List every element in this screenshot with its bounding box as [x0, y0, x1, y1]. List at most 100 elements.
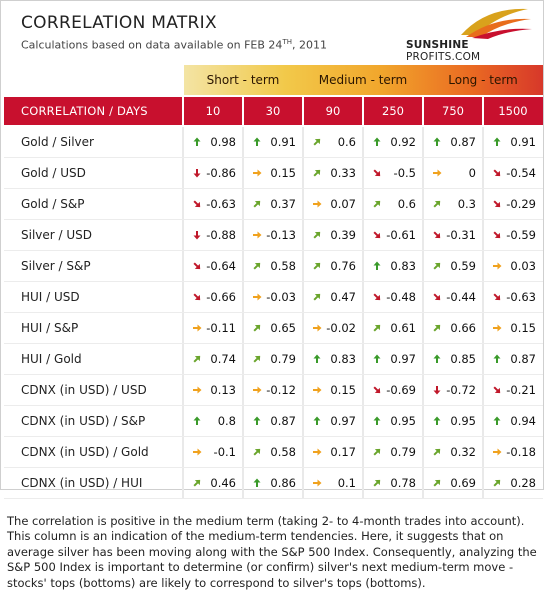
cell-separator [182, 220, 184, 250]
correlation-value: -0.02 [326, 321, 356, 335]
correlation-value: 0.15 [510, 321, 536, 335]
cell-separator [362, 344, 364, 374]
arrow-up-icon [373, 137, 381, 146]
arrow-up-right-icon [433, 200, 441, 208]
cell-separator [482, 406, 484, 436]
cell-separator [182, 251, 184, 281]
arrow-up-right-icon [193, 479, 201, 487]
correlation-cell: 0 [424, 158, 482, 188]
subtitle-year: , 2011 [291, 38, 327, 52]
arrow-down-right-icon [493, 231, 501, 239]
cell-separator [422, 127, 424, 157]
arrow-down-right-icon [193, 200, 201, 208]
correlation-cell: 0.95 [364, 406, 422, 436]
page-title: CORRELATION MATRIX [21, 13, 217, 33]
correlation-cell: 0.97 [364, 344, 422, 374]
cell-separator [182, 313, 184, 343]
correlation-value: 0.59 [450, 259, 476, 273]
arrow-up-icon [493, 416, 501, 425]
arrow-up-icon [193, 137, 201, 146]
correlation-value: 0.6 [337, 135, 356, 149]
correlation-cell: 0.61 [364, 313, 422, 343]
cell-separator [242, 220, 244, 250]
correlation-cell: 0.28 [484, 468, 542, 498]
correlation-cell: 0.58 [244, 437, 302, 467]
cell-separator [182, 344, 184, 374]
cell-separator [182, 406, 184, 436]
arrow-right-icon [313, 479, 322, 487]
arrow-down-right-icon [493, 169, 501, 177]
column-header-days-10: 10 [205, 104, 221, 118]
correlation-cell: 0.79 [244, 344, 302, 374]
correlation-value: 0.79 [270, 352, 296, 366]
correlation-cell: -0.54 [484, 158, 542, 188]
band-medium-term: Medium - term [318, 73, 408, 87]
correlation-cell: 0.15 [244, 158, 302, 188]
arrow-down-right-icon [373, 386, 381, 394]
correlation-value: 0.33 [330, 166, 356, 180]
correlation-cell: 0.66 [424, 313, 482, 343]
correlation-value: -0.29 [506, 197, 536, 211]
arrow-up-icon [253, 478, 261, 487]
correlation-value: 0.13 [210, 383, 236, 397]
correlation-cell: -0.64 [184, 251, 242, 281]
arrow-up-right-icon [373, 479, 381, 487]
correlation-value: 0.65 [270, 321, 296, 335]
correlation-value: 0.32 [450, 445, 476, 459]
correlation-value: 0.87 [450, 135, 476, 149]
table-row: HUI / USD -0.66 -0.03 0.47 -0.48 -0.44 -0.63 [4, 282, 543, 313]
table-row: CDNX (in USD) / HUI 0.46 0.86 0.1 0.78 0.69 0.… [4, 468, 543, 499]
correlation-value: 0.92 [390, 135, 416, 149]
cell-separator [422, 406, 424, 436]
cell-separator [182, 437, 184, 467]
cell-separator [182, 282, 184, 312]
correlation-cell: -0.29 [484, 189, 542, 219]
arrow-up-icon [373, 354, 381, 363]
cell-separator [422, 189, 424, 219]
cell-separator [422, 220, 424, 250]
correlation-cell: -0.44 [424, 282, 482, 312]
cell-separator [362, 468, 364, 498]
cell-separator [482, 127, 484, 157]
table-row: CDNX (in USD) / S&P 0.8 0.87 0.97 0.95 0.95 0.… [4, 406, 543, 437]
arrow-right-icon [193, 386, 202, 394]
cell-separator [302, 189, 304, 219]
correlation-cell: 0.86 [244, 468, 302, 498]
correlation-value: -0.03 [266, 290, 296, 304]
correlation-value: -0.72 [446, 383, 476, 397]
correlation-value: 0 [468, 166, 476, 180]
correlation-value: -0.86 [206, 166, 236, 180]
correlation-cell: 0.85 [424, 344, 482, 374]
correlation-cell: 0.65 [244, 313, 302, 343]
correlation-cell: 0.17 [304, 437, 362, 467]
correlation-cell: 0.95 [424, 406, 482, 436]
cell-separator [302, 468, 304, 498]
cell-separator [362, 220, 364, 250]
arrow-up-right-icon [493, 479, 501, 487]
row-label: HUI / S&P [21, 321, 79, 335]
column-separator [302, 97, 304, 125]
arrow-up-right-icon [253, 262, 261, 270]
cell-separator [362, 375, 364, 405]
column-header-days-30: 30 [265, 104, 281, 118]
correlation-cell: 0.92 [364, 127, 422, 157]
correlation-cell: 0.58 [244, 251, 302, 281]
correlation-value: 0.79 [390, 445, 416, 459]
correlation-value: 0.86 [270, 476, 296, 490]
correlation-cell: 0.87 [424, 127, 482, 157]
correlation-value: -0.48 [386, 290, 416, 304]
correlation-cell: 0.13 [184, 375, 242, 405]
correlation-value: 0.07 [330, 197, 356, 211]
correlation-value: 0.87 [510, 352, 536, 366]
correlation-cell: -0.69 [364, 375, 422, 405]
cell-separator [422, 251, 424, 281]
cell-separator [482, 468, 484, 498]
row-label: CDNX (in USD) / Gold [21, 445, 149, 459]
column-header-days-750: 750 [442, 104, 464, 118]
correlation-cell: -0.61 [364, 220, 422, 250]
cell-separator [362, 127, 364, 157]
correlation-cell: 0.6 [304, 127, 362, 157]
cell-separator [422, 282, 424, 312]
correlation-value: -0.21 [506, 383, 536, 397]
cell-separator [362, 189, 364, 219]
